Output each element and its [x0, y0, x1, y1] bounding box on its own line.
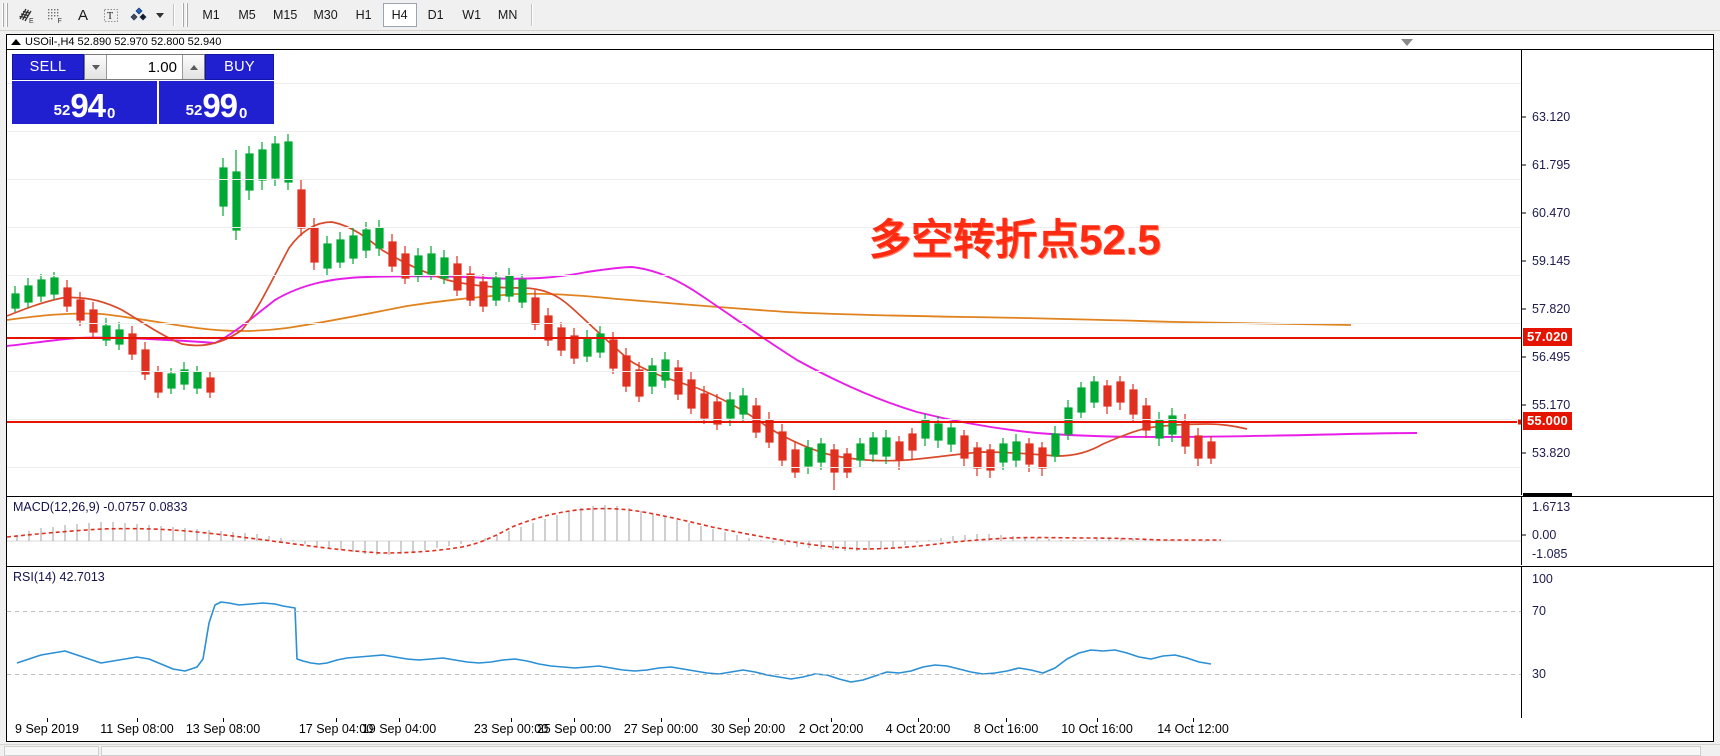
price-tick: 56.495 [1532, 350, 1571, 364]
time-label: 14 Oct 12:00 [1157, 722, 1229, 736]
macd-pane[interactable]: MACD(12,26,9) -0.0757 0.0833 [7, 496, 1713, 565]
fractal-grid-icon[interactable]: F [42, 2, 68, 28]
timeframe-grip[interactable] [182, 3, 189, 27]
objects-list-icon[interactable] [126, 2, 152, 28]
resistance-line-55000[interactable] [7, 418, 1521, 426]
macd-tick-min: -1.085 [1532, 547, 1568, 561]
buy-price-prefix: 52 [185, 102, 203, 119]
collapse-triangle-icon[interactable] [11, 39, 21, 45]
buy-button[interactable]: BUY [205, 54, 274, 80]
price-tag-resistance-55000[interactable]: 55.000 [1523, 412, 1572, 430]
buy-price-box[interactable]: 52 99 0 [159, 81, 274, 124]
time-label: 30 Sep 20:00 [710, 722, 786, 736]
price-tick: 63.120 [1532, 110, 1571, 124]
macd-tick-max: 1.6713 [1532, 500, 1571, 514]
time-label: 19 Sep 04:00 [361, 722, 437, 736]
sell-price-box[interactable]: 52 94 0 [12, 81, 157, 124]
timeframe-h4[interactable]: H4 [382, 3, 417, 27]
text-label-icon[interactable]: A [77, 6, 88, 24]
resistance-line-57020[interactable] [7, 337, 1521, 339]
time-label: 10 Oct 16:00 [1061, 722, 1133, 736]
volume-input[interactable]: 1.00 [147, 58, 177, 76]
rsi-level-70 [7, 611, 1521, 612]
price-tick: 57.820 [1532, 302, 1571, 316]
price-tick: 53.820 [1532, 446, 1571, 460]
objects-dropdown-caret-icon[interactable] [156, 12, 164, 18]
price-tick: 60.470 [1532, 206, 1571, 220]
sell-price-point: 0 [107, 105, 116, 122]
time-label: 2 Oct 20:00 [798, 722, 864, 736]
sell-button[interactable]: SELL [12, 54, 84, 80]
status-bar [0, 744, 1720, 756]
one-click-trading-panel: SELL 1.00 BUY 52 94 [12, 54, 274, 124]
chart-panes: 多空转折点52.5 SELL 1.00 BUY [7, 50, 1713, 718]
price-pane[interactable]: 多空转折点52.5 SELL 1.00 BUY [7, 50, 1713, 556]
price-plot[interactable]: 多空转折点52.5 SELL 1.00 BUY [7, 50, 1521, 495]
svg-text:F: F [58, 18, 62, 25]
macd-plot[interactable]: MACD(12,26,9) -0.0757 0.0833 [7, 497, 1521, 565]
timeframe-mn[interactable]: MN [497, 8, 518, 22]
time-label: 17 Sep 04:00 [298, 722, 374, 736]
macd-series [7, 505, 1521, 555]
volume-increase-button[interactable] [182, 55, 204, 79]
sell-price-prefix: 52 [53, 102, 71, 119]
sell-price-main: 94 [70, 87, 106, 124]
rsi-label: RSI(14) 42.7013 [13, 570, 105, 584]
chart-title-bar: USOil-,H4 52.890 52.970 52.800 52.940 [7, 35, 1713, 50]
buy-price-point: 0 [239, 105, 248, 122]
timeframe-m1[interactable]: M1 [202, 8, 220, 22]
time-label: 25 Sep 00:00 [536, 722, 612, 736]
svg-text:T: T [107, 11, 113, 22]
price-tick: 55.170 [1532, 398, 1571, 412]
macd-label: MACD(12,26,9) -0.0757 0.0833 [13, 500, 188, 514]
time-label: 11 Sep 08:00 [100, 722, 174, 736]
status-cell-2 [101, 745, 1701, 756]
timeframe-m15[interactable]: M15 [273, 8, 298, 22]
text-object-icon[interactable]: T [98, 2, 124, 28]
rsi-tick-70: 70 [1532, 604, 1546, 618]
time-label: 13 Sep 08:00 [185, 722, 261, 736]
buy-price-main: 99 [202, 87, 238, 124]
time-label: 8 Oct 16:00 [973, 722, 1039, 736]
chart-scroll-caret-icon[interactable] [1401, 39, 1413, 46]
toolbar-separator-2 [530, 4, 533, 26]
timeframe-d1[interactable]: D1 [427, 8, 444, 22]
price-tag-resistance-57020[interactable]: 57.020 [1523, 328, 1572, 346]
candlestick-series [7, 134, 1418, 490]
macd-tick-zero: 0.00 [1532, 528, 1557, 542]
macd-scale[interactable]: 1.6713 0.00 -1.085 [1521, 497, 1713, 565]
chart-annotation[interactable]: 多空转折点52.5 [869, 216, 1161, 263]
volume-stepper[interactable]: 1.00 [84, 54, 205, 80]
price-scale[interactable]: 63.120 61.795 60.470 59.145 57.820 56.49… [1521, 50, 1713, 556]
rsi-pane[interactable]: RSI(14) 42.7013 100 70 30 [7, 566, 1713, 718]
chart-window: USOil-,H4 52.890 52.970 52.800 52.940 [6, 34, 1714, 718]
time-axis[interactable]: 9 Sep 2019 11 Sep 08:00 13 Sep 08:00 17 … [6, 718, 1714, 742]
main-toolbar: E F A T [0, 0, 1720, 31]
timeframe-h1[interactable]: H1 [355, 8, 372, 22]
time-label: 4 Oct 20:00 [885, 722, 951, 736]
expert-advisors-icon[interactable]: E [14, 2, 40, 28]
chart-title: USOil-,H4 52.890 52.970 52.800 52.940 [25, 36, 222, 48]
time-label: 9 Sep 2019 [15, 722, 79, 736]
rsi-tick-30: 30 [1532, 667, 1546, 681]
timeframe-m30[interactable]: M30 [313, 8, 338, 22]
rsi-series [16, 601, 1212, 683]
timeframe-w1[interactable]: W1 [462, 8, 482, 22]
rsi-scale[interactable]: 100 70 30 [1521, 567, 1713, 718]
time-label: 23 Sep 00:00 [473, 722, 549, 736]
timeframe-m5[interactable]: M5 [238, 8, 256, 22]
price-tick: 61.795 [1532, 158, 1571, 172]
rsi-tick-100: 100 [1532, 572, 1553, 586]
toolbar-grip[interactable] [2, 3, 9, 27]
status-cell-1 [4, 745, 99, 756]
toolbar-separator [173, 4, 175, 26]
price-tick: 59.145 [1532, 254, 1571, 268]
svg-text:E: E [29, 18, 34, 25]
time-label: 27 Sep 00:00 [623, 722, 699, 736]
volume-decrease-button[interactable] [85, 55, 107, 79]
rsi-level-30 [7, 674, 1521, 675]
rsi-plot[interactable]: RSI(14) 42.7013 [7, 567, 1521, 718]
